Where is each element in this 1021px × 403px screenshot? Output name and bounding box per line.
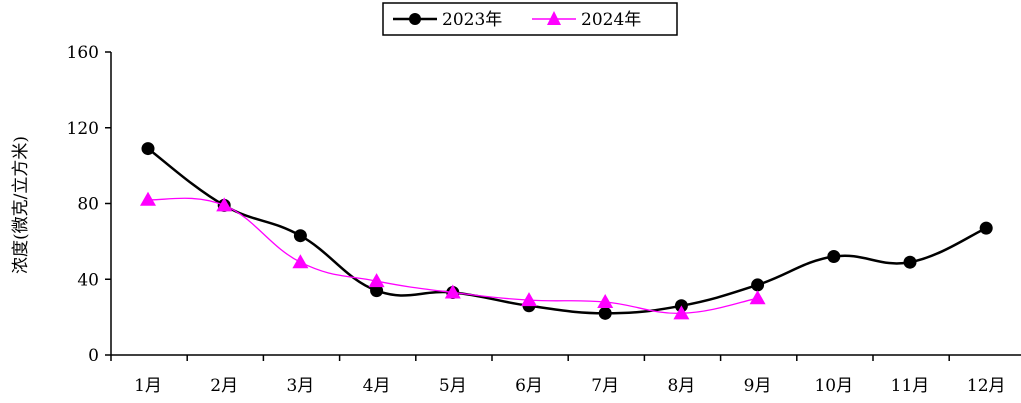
data-point xyxy=(521,292,537,307)
data-point xyxy=(368,273,385,288)
data-point xyxy=(903,255,917,269)
x-tick-label: 2月 xyxy=(210,376,238,396)
x-tick-label: 12月 xyxy=(967,376,1006,396)
data-point xyxy=(370,284,384,298)
data-point xyxy=(216,197,233,212)
y-tick-label: 0 xyxy=(88,346,99,366)
data-point xyxy=(444,284,461,299)
x-tick-label: 3月 xyxy=(286,376,314,396)
data-point xyxy=(827,250,841,264)
y-tick-label: 120 xyxy=(67,119,99,139)
data-point xyxy=(293,229,307,243)
x-tick-label: 10月 xyxy=(814,376,853,396)
data-point xyxy=(751,278,765,292)
chart-legend: 2023年 2024年 xyxy=(382,2,678,36)
legend-marker-2024 xyxy=(547,11,561,25)
x-tick-label: 9月 xyxy=(744,376,772,396)
series-layer xyxy=(140,142,993,320)
data-point xyxy=(749,290,766,305)
x-tick-label: 11月 xyxy=(891,376,930,396)
y-tick-label: 40 xyxy=(77,270,99,290)
x-tick-label: 4月 xyxy=(363,376,391,396)
x-tick-label: 5月 xyxy=(439,376,467,396)
y-tick-label: 80 xyxy=(77,195,99,215)
legend-marker-2023 xyxy=(409,13,421,25)
x-tick-label: 8月 xyxy=(667,376,695,396)
y-tick-label: 160 xyxy=(67,43,99,63)
legend-label-2023: 2023年 xyxy=(442,10,502,30)
series-line xyxy=(147,147,987,315)
data-point xyxy=(141,142,155,156)
data-point xyxy=(598,306,612,320)
x-tick-label: 1月 xyxy=(134,376,162,396)
data-point xyxy=(292,254,309,269)
x-tick-label: 6月 xyxy=(515,376,543,396)
legend-label-2024: 2024年 xyxy=(581,10,641,30)
x-ticks: 1月 2月 3月 4月 5月 6月 7月 8月 9月 10月 11月 12月 xyxy=(110,355,1006,396)
data-point xyxy=(673,305,690,320)
series-1 xyxy=(141,142,993,320)
data-point xyxy=(140,191,156,206)
data-point xyxy=(979,221,993,235)
x-tick-label: 7月 xyxy=(591,376,619,396)
series-2 xyxy=(140,191,766,320)
y-ticks: 0 40 80 120 160 xyxy=(67,43,111,366)
y-axis-label: 浓度(微克/立方米) xyxy=(11,136,31,274)
data-point xyxy=(597,293,614,308)
